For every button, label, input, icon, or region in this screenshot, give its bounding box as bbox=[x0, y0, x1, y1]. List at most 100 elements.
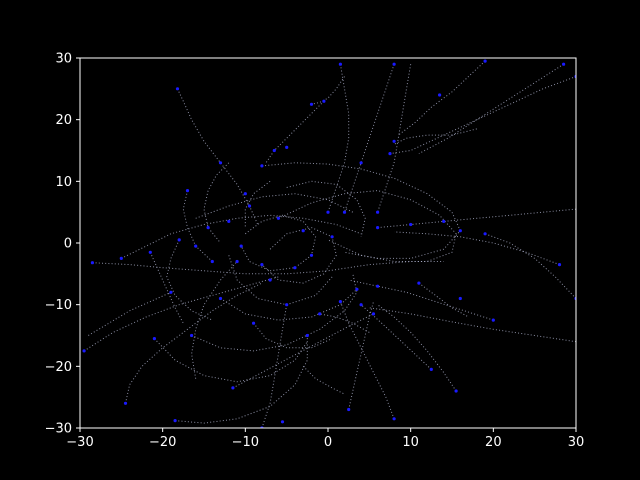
body-point bbox=[376, 284, 380, 288]
body-point bbox=[359, 303, 363, 307]
body-point bbox=[280, 420, 285, 424]
plot-area bbox=[80, 58, 576, 428]
body-point bbox=[218, 161, 223, 165]
body-point bbox=[309, 253, 314, 257]
body-point bbox=[235, 259, 239, 264]
body-point bbox=[376, 210, 380, 214]
body-point bbox=[301, 229, 305, 233]
trail-path bbox=[175, 335, 308, 424]
body-point bbox=[194, 244, 198, 248]
body-point bbox=[458, 229, 462, 233]
body-point bbox=[148, 250, 152, 254]
body-point bbox=[409, 222, 413, 227]
trail-path bbox=[240, 214, 317, 272]
body-point bbox=[247, 204, 252, 208]
y-tick-label: 10 bbox=[55, 175, 72, 190]
y-tick-label: 0 bbox=[64, 237, 72, 252]
body-point bbox=[309, 102, 314, 106]
y-tick-label: −10 bbox=[45, 298, 72, 313]
trail-path bbox=[377, 208, 576, 229]
body-point bbox=[483, 232, 487, 236]
body-point bbox=[173, 419, 177, 423]
trail-path bbox=[220, 288, 358, 321]
x-tick-label: 10 bbox=[402, 435, 419, 450]
trail-path bbox=[339, 301, 395, 419]
body-point bbox=[227, 219, 231, 223]
trail-path bbox=[261, 162, 461, 259]
body-point bbox=[119, 256, 123, 260]
body-point bbox=[260, 263, 264, 267]
body-point bbox=[442, 219, 446, 223]
y-tick-label: 20 bbox=[55, 113, 72, 128]
body-point bbox=[231, 386, 235, 390]
body-point bbox=[454, 389, 458, 393]
trail-path bbox=[398, 60, 486, 136]
x-tick-label: −30 bbox=[66, 435, 93, 450]
body-point bbox=[392, 139, 396, 143]
y-tick-label: 30 bbox=[55, 52, 72, 67]
body-point bbox=[260, 164, 264, 168]
trail-path bbox=[253, 322, 333, 349]
trail-path bbox=[418, 282, 469, 318]
trail-path bbox=[261, 227, 337, 284]
body-point bbox=[330, 235, 334, 239]
body-point bbox=[326, 210, 330, 214]
trail-path bbox=[348, 279, 494, 321]
x-tick-label: 0 bbox=[324, 435, 332, 450]
trail-path bbox=[394, 231, 560, 266]
trail-path bbox=[83, 276, 279, 352]
trail-path bbox=[360, 304, 432, 370]
body-point bbox=[169, 290, 173, 294]
body-point bbox=[557, 263, 562, 267]
body-point bbox=[305, 333, 309, 338]
body-point bbox=[438, 93, 442, 97]
trail-path bbox=[327, 64, 350, 213]
trail-path bbox=[166, 239, 213, 321]
body-point bbox=[483, 59, 487, 63]
body-point bbox=[272, 148, 276, 153]
y-tick-label: −30 bbox=[45, 422, 72, 437]
body-point bbox=[206, 226, 210, 230]
body-point bbox=[355, 287, 359, 291]
trail-path bbox=[311, 76, 345, 105]
trail-path bbox=[88, 291, 172, 336]
body-point bbox=[392, 417, 396, 421]
trail-path bbox=[484, 233, 576, 299]
body-point bbox=[285, 303, 289, 307]
trail-path bbox=[319, 313, 370, 333]
body-point bbox=[392, 62, 396, 66]
x-tick-label: −10 bbox=[232, 435, 259, 450]
y-tick-label: −20 bbox=[45, 360, 72, 375]
body-point bbox=[347, 407, 351, 412]
body-point bbox=[152, 337, 156, 341]
bodies-layer bbox=[82, 59, 576, 428]
body-point bbox=[82, 349, 86, 353]
body-point bbox=[268, 278, 272, 282]
trail-path bbox=[125, 282, 263, 404]
x-axis: −30 −20 −10 0 10 20 30 bbox=[66, 428, 584, 450]
body-point bbox=[388, 152, 392, 156]
body-point bbox=[322, 99, 326, 103]
trails-layer bbox=[83, 60, 576, 428]
body-point bbox=[338, 300, 342, 304]
body-point bbox=[491, 318, 495, 322]
body-point bbox=[371, 312, 376, 316]
body-point bbox=[90, 261, 94, 265]
trail-path bbox=[154, 338, 308, 383]
trail-path bbox=[344, 64, 395, 213]
body-point bbox=[175, 87, 180, 91]
x-tick-label: −20 bbox=[149, 435, 176, 450]
y-axis: −30 −20 −10 0 10 20 30 bbox=[45, 52, 80, 437]
trail-path bbox=[195, 193, 354, 219]
trail-path bbox=[149, 252, 184, 324]
x-tick-label: 30 bbox=[568, 435, 585, 450]
trail-path bbox=[389, 76, 576, 155]
body-point bbox=[293, 266, 297, 270]
body-point bbox=[123, 401, 128, 405]
body-point bbox=[285, 145, 289, 149]
body-point bbox=[417, 281, 421, 285]
body-point bbox=[177, 238, 181, 242]
body-point bbox=[210, 259, 214, 264]
body-point bbox=[318, 312, 322, 316]
